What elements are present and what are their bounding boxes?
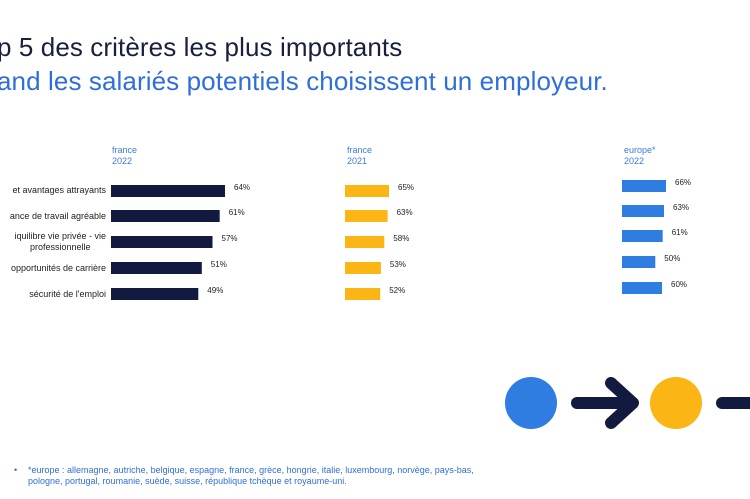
data-label: 63% bbox=[673, 203, 689, 212]
data-label: 64% bbox=[234, 183, 250, 192]
circle-blue-icon bbox=[505, 377, 557, 429]
panel-label-name: france bbox=[347, 145, 373, 155]
footnote-line: pologne, portugal, roumanie, suède, suis… bbox=[28, 476, 347, 486]
panel-label-name: france bbox=[112, 145, 138, 155]
panel-header-europe-2022: europe* 2022 bbox=[624, 145, 656, 167]
bar bbox=[111, 185, 225, 197]
title-line-2: and les salariés potentiels choisissent … bbox=[0, 66, 608, 96]
circle-yellow-icon bbox=[650, 377, 702, 429]
data-label: 66% bbox=[675, 178, 691, 187]
bar bbox=[345, 262, 381, 274]
category-label: opportunités de carrière bbox=[11, 263, 106, 274]
data-label: 49% bbox=[207, 286, 223, 295]
category-label-line: iquilibre vie privée - vie bbox=[14, 231, 106, 241]
data-label: 61% bbox=[672, 228, 688, 237]
panel-label-year: 2022 bbox=[624, 156, 645, 166]
data-label: 52% bbox=[389, 286, 405, 295]
title-line-1: p 5 des critères les plus importants bbox=[0, 32, 403, 62]
category-label-line: opportunités de carrière bbox=[10, 263, 106, 273]
panel-label-year: 2021 bbox=[347, 156, 368, 166]
panel-label-name: europe* bbox=[624, 145, 656, 155]
bar bbox=[345, 185, 389, 197]
arrow-head bbox=[605, 377, 639, 429]
data-label: 53% bbox=[390, 260, 406, 269]
data-label: 51% bbox=[211, 260, 227, 269]
bar bbox=[111, 236, 213, 248]
bar bbox=[345, 210, 388, 222]
data-label: 60% bbox=[671, 280, 687, 289]
data-label: 61% bbox=[229, 208, 245, 217]
bar bbox=[622, 180, 666, 192]
arrow-right-icon bbox=[571, 377, 639, 429]
bar bbox=[111, 288, 199, 300]
bar bbox=[622, 230, 663, 242]
category-label-line: professionnelle bbox=[29, 242, 91, 252]
data-label: 50% bbox=[664, 254, 680, 263]
category-label-line: et avantages attrayants bbox=[12, 185, 106, 195]
category-label-line: sécurité de l'emploi bbox=[29, 289, 106, 299]
bar bbox=[345, 288, 381, 300]
category-label: ance de travail agréable bbox=[10, 211, 106, 222]
data-label: 58% bbox=[393, 234, 409, 243]
bar bbox=[622, 282, 662, 294]
data-label: 63% bbox=[397, 208, 413, 217]
footnote-bullet: • bbox=[14, 465, 18, 475]
category-label: iquilibre vie privée - vie professionnel… bbox=[14, 231, 106, 253]
bar bbox=[111, 262, 202, 274]
panel-label-year: 2022 bbox=[112, 156, 133, 166]
category-label: sécurité de l'emploi bbox=[29, 289, 106, 300]
data-label: 57% bbox=[222, 234, 238, 243]
category-label: et avantages attrayants bbox=[12, 185, 106, 196]
footnote-line: *europe : allemagne, autriche, belgique,… bbox=[28, 465, 474, 475]
panel-header-france-2022: france 2022 bbox=[112, 145, 137, 167]
category-label-line: ance de travail agréable bbox=[9, 211, 106, 221]
data-label: 65% bbox=[398, 183, 414, 192]
bar bbox=[111, 210, 220, 222]
bar bbox=[622, 256, 656, 268]
bar bbox=[622, 205, 664, 217]
panel-header-france-2021: france 2021 bbox=[347, 145, 372, 167]
arrow-right-icon bbox=[716, 397, 750, 409]
bar bbox=[345, 236, 385, 248]
